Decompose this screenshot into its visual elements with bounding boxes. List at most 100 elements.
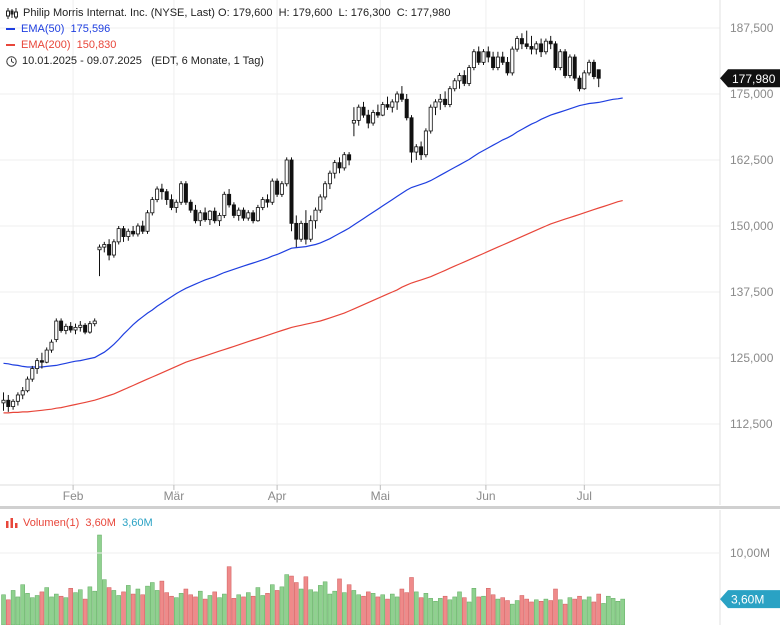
- volume-bar: [356, 594, 361, 625]
- candle: [486, 46, 491, 63]
- candle: [467, 64, 472, 87]
- volume-bar: [404, 592, 409, 625]
- volume-bar: [68, 588, 73, 625]
- volume-value-blue: 3,60M: [122, 517, 153, 529]
- volume-tick-label: 10,00M: [730, 546, 770, 560]
- ema200-swatch: [6, 44, 15, 46]
- candle: [116, 226, 121, 245]
- last-price-badge-text: 177,980: [732, 72, 776, 86]
- volume-bar: [553, 588, 558, 625]
- volume-bar: [586, 596, 592, 625]
- candle: [63, 323, 68, 335]
- volume-bar: [505, 600, 510, 625]
- volume-bar: [49, 596, 54, 625]
- candle: [289, 157, 294, 232]
- candle: [572, 54, 577, 81]
- candle: [78, 321, 83, 332]
- candlestick-icon: [6, 7, 18, 19]
- candle: [193, 204, 198, 224]
- volume-bar: [466, 601, 472, 625]
- candle: [524, 30, 529, 50]
- volume-bar: [226, 566, 232, 625]
- candle: [59, 318, 64, 333]
- volume-bar: [457, 591, 462, 625]
- volume-bar: [174, 597, 179, 625]
- volume-bar: [217, 597, 222, 625]
- candle: [539, 38, 544, 58]
- volume-bar: [270, 584, 275, 625]
- candle: [164, 189, 169, 205]
- volume-bar: [39, 591, 45, 625]
- volume-bar: [73, 592, 78, 625]
- period-row: 10.01.2025 - 09.07.2025 (EDT, 6 Monate, …: [6, 53, 451, 69]
- volume-bar: [346, 584, 352, 625]
- candle: [275, 178, 280, 197]
- volume-bar: [543, 598, 549, 625]
- candle: [323, 181, 328, 200]
- candle: [481, 49, 486, 65]
- volume-bar: [178, 593, 184, 625]
- candle: [447, 86, 452, 108]
- candle: [543, 38, 548, 55]
- volume-axis-ticks: 10,00M: [0, 546, 770, 560]
- volume-bar: [135, 588, 141, 625]
- candle: [1, 392, 6, 411]
- candle: [121, 226, 126, 242]
- candle: [265, 194, 270, 208]
- candle: [337, 157, 342, 174]
- candlestick-series: [1, 30, 601, 412]
- candle: [399, 86, 404, 102]
- candle: [188, 199, 193, 213]
- candle: [236, 207, 241, 221]
- candle: [505, 57, 510, 76]
- candle: [294, 215, 299, 248]
- volume-bar: [246, 592, 251, 625]
- volume-bar: [495, 598, 501, 625]
- volume-bar: [514, 600, 520, 625]
- volume-bar: [562, 603, 568, 625]
- period-range: 10.01.2025 - 09.07.2025: [22, 55, 142, 67]
- candle: [409, 115, 414, 163]
- volume-bar: [231, 598, 237, 625]
- candle: [49, 339, 54, 353]
- candle: [395, 91, 400, 110]
- volume-bar: [92, 590, 97, 625]
- volume-bar: [481, 595, 486, 625]
- high-label: H:: [278, 7, 290, 19]
- volume-bar: [255, 587, 261, 625]
- volume-bar: [279, 586, 285, 625]
- close-value: 177,980: [410, 7, 451, 19]
- candle: [198, 210, 203, 226]
- candle: [155, 186, 160, 203]
- candle: [548, 35, 553, 50]
- candle: [107, 239, 112, 261]
- volume-bar: [188, 594, 193, 625]
- volume-bar: [351, 590, 357, 625]
- candle: [279, 181, 284, 197]
- volume-bar: [284, 574, 289, 625]
- volume-bar: [452, 596, 457, 625]
- chart-legend: Philip Morris Internat. Inc. (NYSE, Last…: [6, 5, 451, 69]
- volume-bar: [159, 580, 165, 625]
- candle: [73, 323, 78, 335]
- volume-bar: [274, 590, 280, 625]
- volume-bar: [610, 598, 616, 625]
- candle: [135, 223, 140, 237]
- ema200-value: 150,830: [76, 39, 117, 51]
- volume-bar: [370, 593, 376, 625]
- price-tick-label: 175,000: [730, 87, 774, 101]
- candle: [246, 210, 251, 221]
- volume-bar: [169, 595, 174, 625]
- candle: [462, 70, 467, 87]
- time-tick-label: Mär: [164, 489, 185, 503]
- candle: [351, 107, 356, 137]
- ema200-label: EMA(200): [21, 39, 71, 51]
- volume-bar: [596, 593, 601, 625]
- candle: [457, 72, 462, 89]
- candle: [44, 347, 49, 364]
- volume-bar: [25, 593, 30, 625]
- candle: [174, 199, 179, 213]
- candle: [423, 128, 428, 158]
- open-value: 179,600: [232, 7, 273, 19]
- volume-bar: [183, 588, 189, 625]
